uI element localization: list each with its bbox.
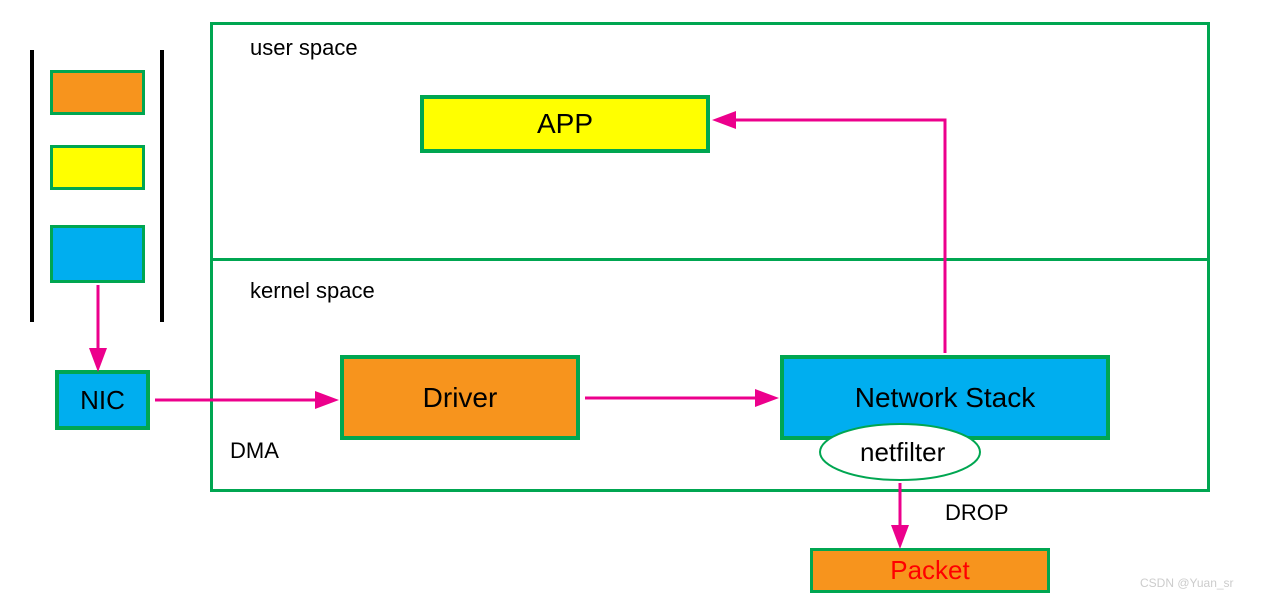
netfilter-label: netfilter <box>860 437 945 468</box>
packet-label: Packet <box>890 555 970 586</box>
queue-box-1 <box>50 145 145 190</box>
dma-label: DMA <box>230 438 279 464</box>
queue-right-bar <box>160 50 164 322</box>
queue-box-0 <box>50 70 145 115</box>
driver-node: Driver <box>340 355 580 440</box>
nic-node: NIC <box>55 370 150 430</box>
kernel-space-label: kernel space <box>250 278 375 304</box>
driver-label: Driver <box>423 382 498 414</box>
nic-label: NIC <box>80 385 125 416</box>
drop-label: DROP <box>945 500 1009 526</box>
packet-node: Packet <box>810 548 1050 593</box>
app-node: APP <box>420 95 710 153</box>
queue-box-2 <box>50 225 145 283</box>
network-stack-label: Network Stack <box>855 382 1036 414</box>
user-space-label: user space <box>250 35 358 61</box>
app-label: APP <box>537 108 593 140</box>
watermark: CSDN @Yuan_sr <box>1140 576 1234 590</box>
space-divider <box>210 258 1210 261</box>
queue-left-bar <box>30 50 34 322</box>
